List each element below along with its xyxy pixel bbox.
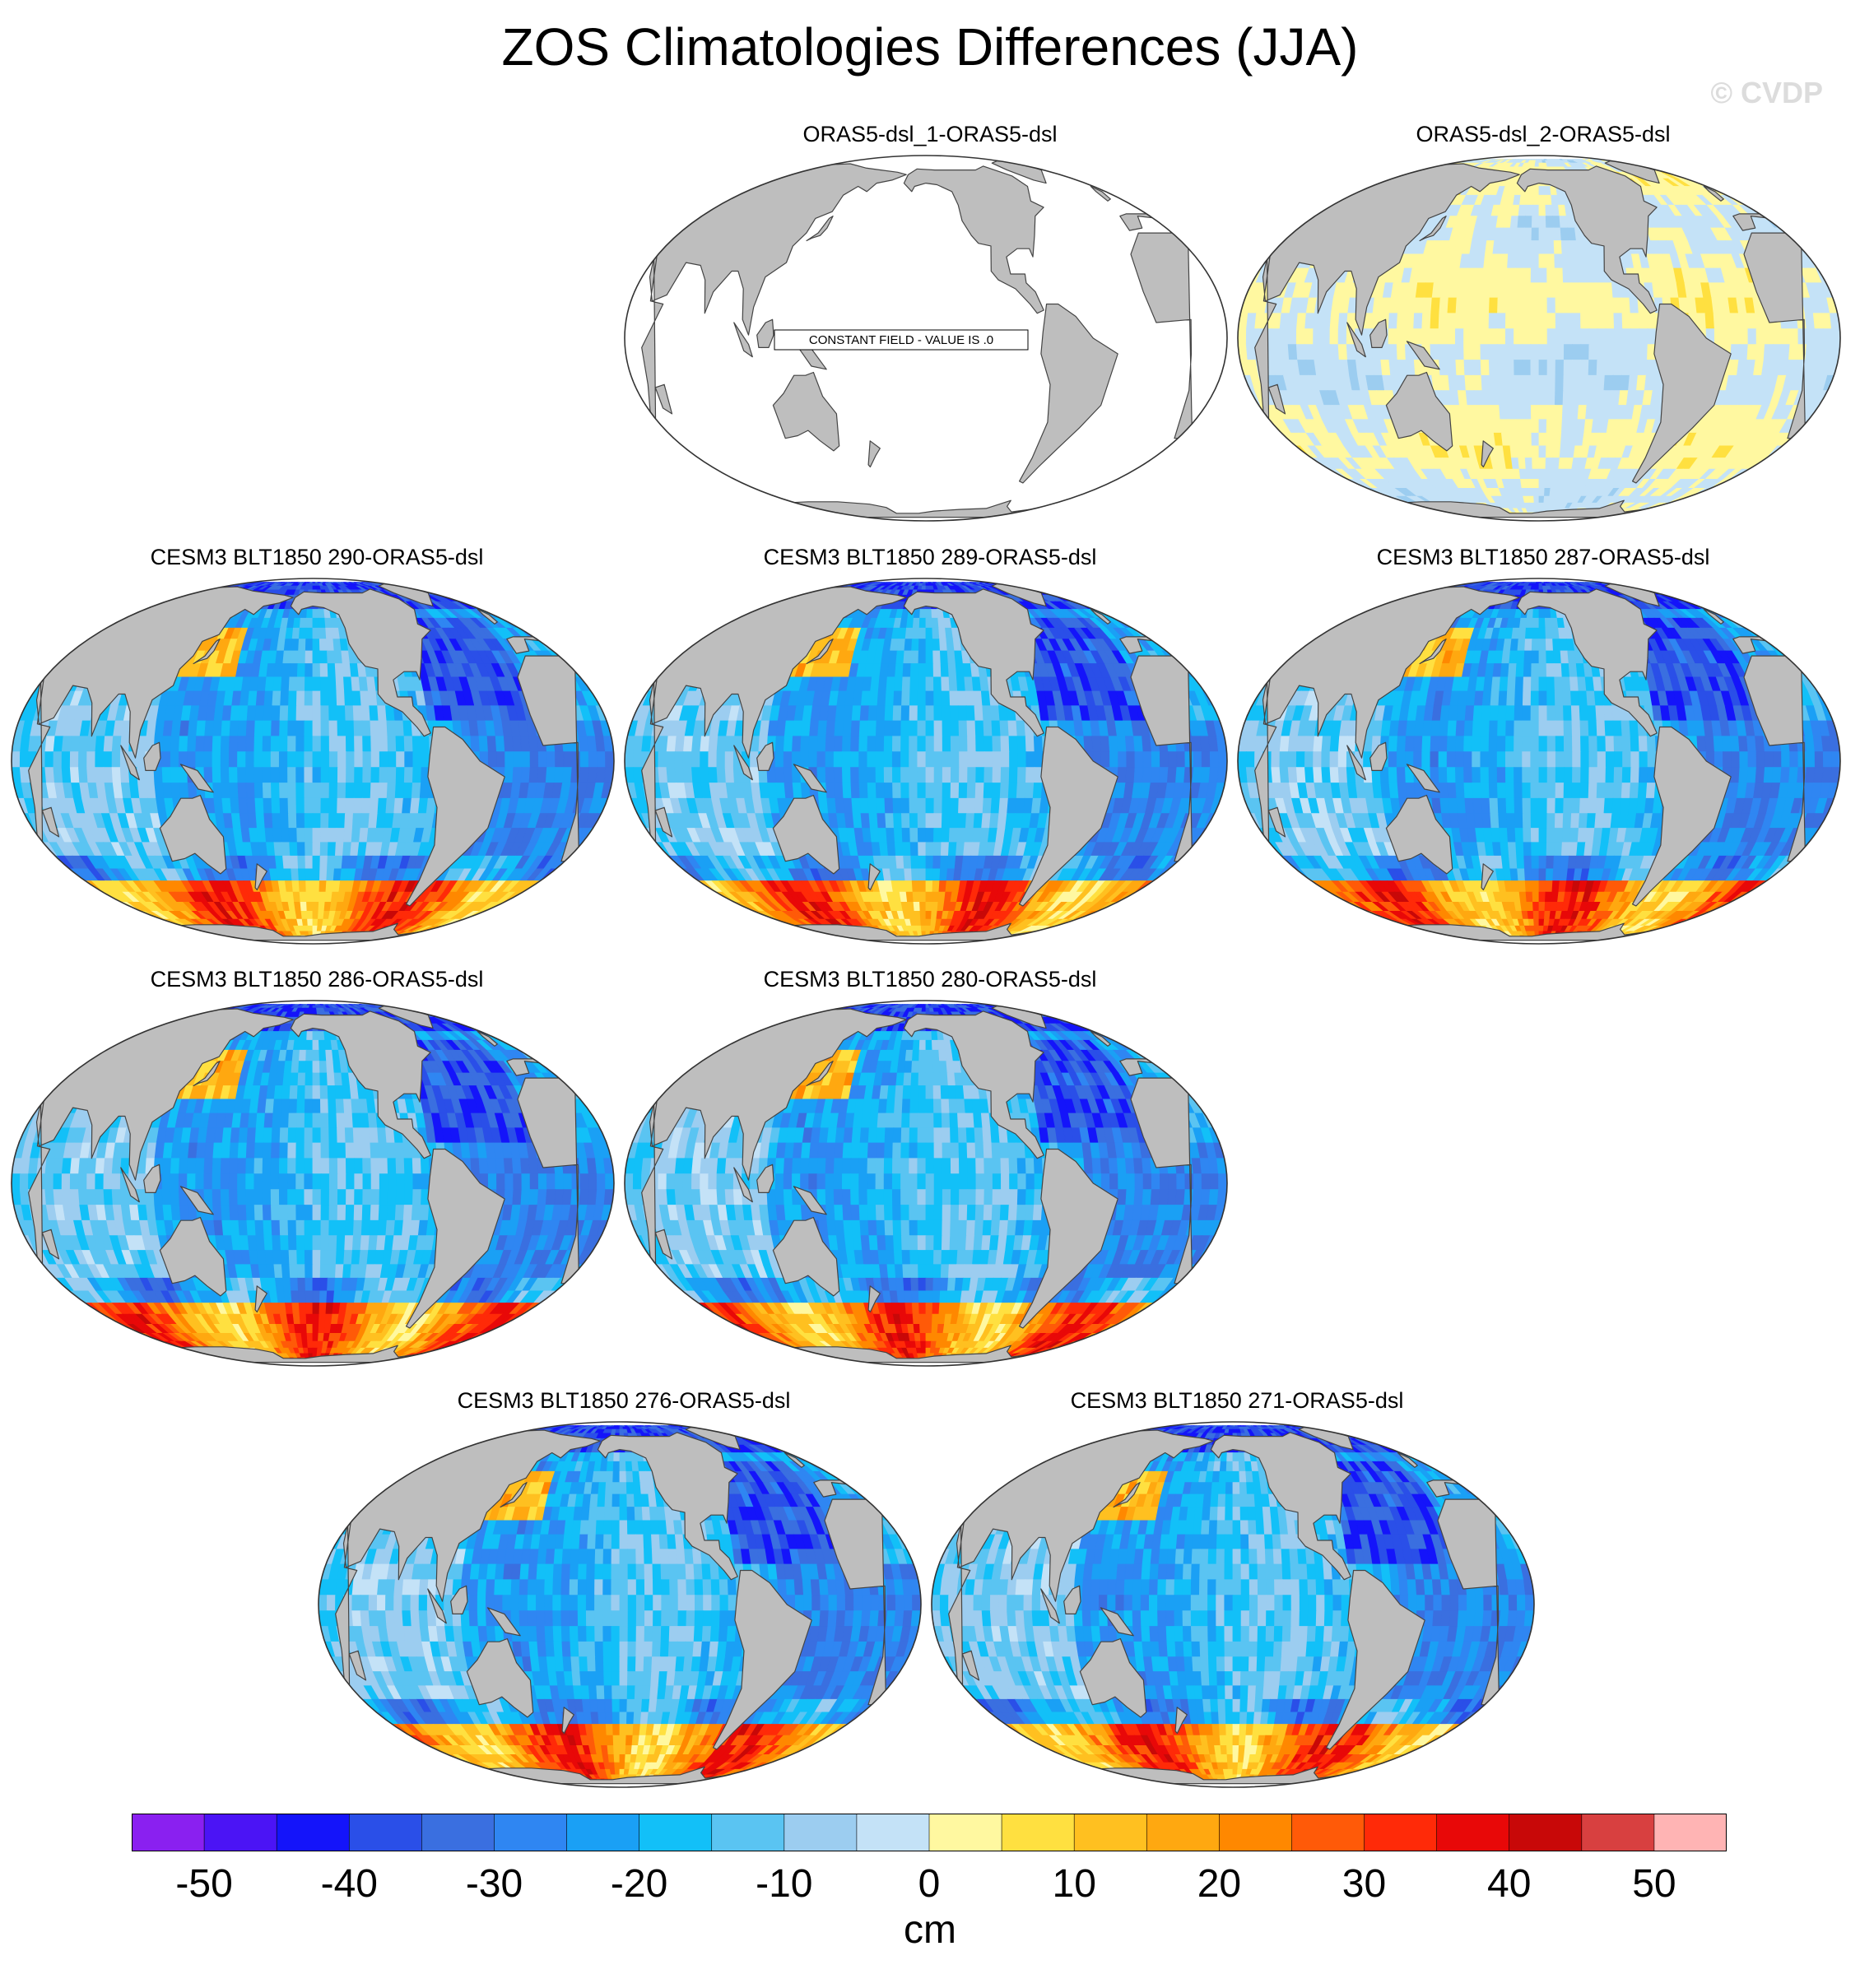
constant-field-box bbox=[774, 329, 1029, 351]
colorbar-bin bbox=[1653, 1814, 1727, 1851]
world-map bbox=[318, 1421, 922, 1788]
map-border bbox=[1237, 155, 1841, 522]
map-panel-cesm3-286: CESM3 BLT1850 286-ORAS5-dsl bbox=[8, 967, 625, 1367]
colorbar-bin bbox=[1219, 1814, 1293, 1851]
map-panel-oras5-dsl-1: ORAS5-dsl_1-ORAS5-dsl CONSTANT FIELD - V… bbox=[621, 122, 1239, 522]
world-map bbox=[931, 1421, 1535, 1788]
land-mass bbox=[641, 1006, 1193, 1363]
colorbar-bin bbox=[494, 1814, 568, 1851]
colorbar-bin bbox=[1436, 1814, 1510, 1851]
world-map bbox=[11, 1000, 615, 1367]
colorbar-bin bbox=[1001, 1814, 1075, 1851]
map-panel-cesm3-290: CESM3 BLT1850 290-ORAS5-dsl bbox=[8, 545, 625, 945]
map-border bbox=[11, 1000, 615, 1367]
panel-title: ORAS5-dsl_2-ORAS5-dsl bbox=[1235, 122, 1852, 147]
colorbar-tick-label: 20 bbox=[1197, 1861, 1241, 1907]
map-panel-cesm3-287: CESM3 BLT1850 287-ORAS5-dsl bbox=[1235, 545, 1852, 945]
colorbar-bin bbox=[203, 1814, 277, 1851]
land-mass bbox=[1254, 583, 1807, 941]
colorbar-units-label: cm bbox=[0, 1907, 1860, 1953]
map-field bbox=[625, 156, 1227, 521]
map-border bbox=[624, 155, 1228, 522]
land-mass bbox=[28, 583, 580, 941]
land-mass bbox=[1254, 160, 1807, 518]
map-border bbox=[624, 578, 1228, 945]
map-border bbox=[11, 578, 615, 945]
colorbar-bin bbox=[1146, 1814, 1221, 1851]
colorbar-tick-label: -10 bbox=[756, 1861, 812, 1907]
colorbar bbox=[132, 1814, 1727, 1851]
map-panel-cesm3-271: CESM3 BLT1850 271-ORAS5-dsl bbox=[928, 1388, 1546, 1788]
panel-title: CESM3 BLT1850 290-ORAS5-dsl bbox=[8, 545, 625, 570]
panel-title: CESM3 BLT1850 286-ORAS5-dsl bbox=[8, 967, 625, 992]
credit-watermark: © CVDP bbox=[1710, 76, 1823, 110]
world-map bbox=[1237, 578, 1841, 945]
panel-title: ORAS5-dsl_1-ORAS5-dsl bbox=[621, 122, 1239, 147]
colorbar-tick-label: 0 bbox=[918, 1861, 941, 1907]
colorbar-tick-label: -30 bbox=[466, 1861, 523, 1907]
colorbar-bin bbox=[711, 1814, 785, 1851]
map-border bbox=[1237, 578, 1841, 945]
colorbar-bin bbox=[1073, 1814, 1148, 1851]
map-border bbox=[318, 1421, 922, 1788]
land-mass bbox=[335, 1427, 887, 1785]
colorbar-bin bbox=[348, 1814, 423, 1851]
colorbar-bin bbox=[1581, 1814, 1655, 1851]
colorbar-tick-label: -50 bbox=[175, 1861, 232, 1907]
constant-field-note: CONSTANT FIELD - VALUE IS .0 bbox=[809, 333, 993, 347]
colorbar-tick-label: 30 bbox=[1342, 1861, 1386, 1907]
world-map bbox=[624, 578, 1228, 945]
map-panel-cesm3-289: CESM3 BLT1850 289-ORAS5-dsl bbox=[621, 545, 1239, 945]
map-border bbox=[624, 1000, 1228, 1367]
world-map bbox=[11, 578, 615, 945]
colorbar-bin bbox=[421, 1814, 495, 1851]
land-mass bbox=[28, 1006, 580, 1363]
map-field bbox=[319, 1422, 921, 1787]
colorbar-bin bbox=[1291, 1814, 1365, 1851]
panel-title: CESM3 BLT1850 276-ORAS5-dsl bbox=[315, 1388, 932, 1414]
world-map bbox=[1237, 155, 1841, 522]
map-panel-cesm3-276: CESM3 BLT1850 276-ORAS5-dsl bbox=[315, 1388, 932, 1788]
world-map: CONSTANT FIELD - VALUE IS .0 bbox=[624, 155, 1228, 522]
colorbar-tick-label: 40 bbox=[1487, 1861, 1531, 1907]
map-panel-cesm3-280: CESM3 BLT1850 280-ORAS5-dsl bbox=[621, 967, 1239, 1367]
map-border bbox=[931, 1421, 1535, 1788]
colorbar-bin bbox=[1509, 1814, 1583, 1851]
land-mass bbox=[641, 583, 1193, 941]
colorbar-outline bbox=[132, 1814, 1727, 1851]
panel-title: CESM3 BLT1850 280-ORAS5-dsl bbox=[621, 967, 1239, 992]
colorbar-tick-label: 50 bbox=[1632, 1861, 1676, 1907]
land-mass bbox=[641, 160, 1193, 518]
world-map bbox=[624, 1000, 1228, 1367]
map-field bbox=[625, 1001, 1227, 1366]
colorbar-tick-label: -20 bbox=[611, 1861, 667, 1907]
colorbar-bin bbox=[566, 1814, 640, 1851]
colorbar-bin bbox=[132, 1814, 205, 1851]
panel-title: CESM3 BLT1850 289-ORAS5-dsl bbox=[621, 545, 1239, 570]
colorbar-tick-label: -40 bbox=[321, 1861, 378, 1907]
colorbar-bin bbox=[1364, 1814, 1438, 1851]
colorbar-bin bbox=[928, 1814, 1002, 1851]
page-title: ZOS Climatologies Differences (JJA) bbox=[0, 16, 1860, 77]
land-mass bbox=[948, 1427, 1500, 1785]
colorbar-bin bbox=[639, 1814, 713, 1851]
colorbar-bin bbox=[276, 1814, 351, 1851]
colorbar-bin bbox=[856, 1814, 930, 1851]
panel-title: CESM3 BLT1850 271-ORAS5-dsl bbox=[928, 1388, 1546, 1414]
panel-title: CESM3 BLT1850 287-ORAS5-dsl bbox=[1235, 545, 1852, 570]
map-panel-oras5-dsl-2: ORAS5-dsl_2-ORAS5-dsl bbox=[1235, 122, 1852, 522]
colorbar-tick-label: 10 bbox=[1052, 1861, 1095, 1907]
colorbar-bin bbox=[784, 1814, 858, 1851]
